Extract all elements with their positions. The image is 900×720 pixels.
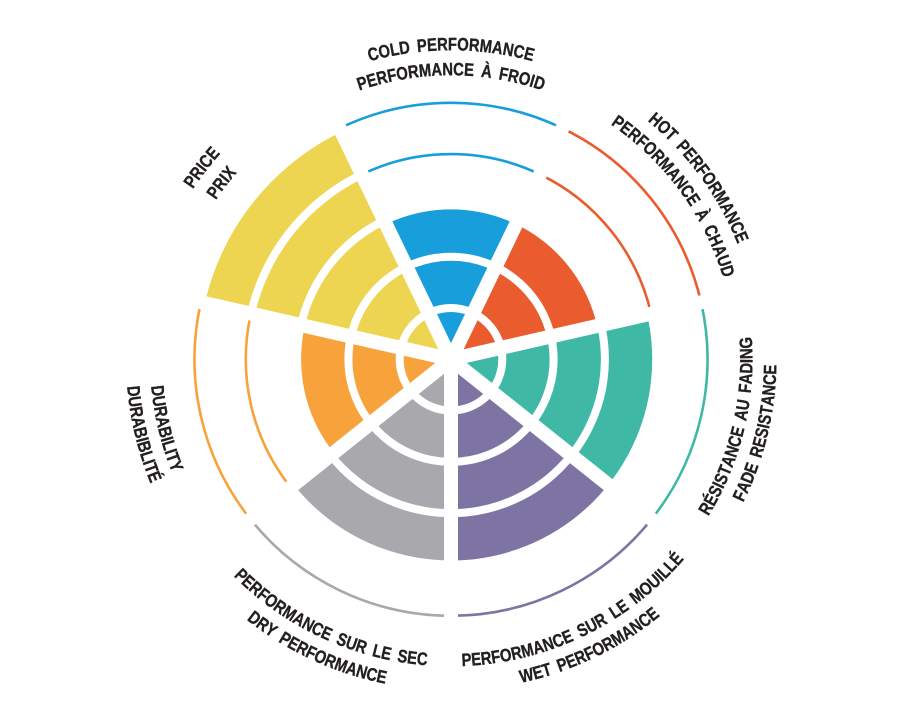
svg-text:R: R [125, 405, 146, 419]
svg-text:O: O [457, 35, 469, 55]
svg-text:C: C [364, 664, 379, 686]
svg-text:B: B [129, 425, 151, 440]
svg-text:W: W [518, 665, 537, 687]
svg-text:E: E [379, 643, 393, 664]
svg-text:R: R [437, 35, 448, 55]
svg-text:A: A [151, 415, 172, 430]
svg-text:I: I [139, 457, 159, 467]
svg-text:M: M [519, 640, 536, 662]
svg-text:I: I [160, 447, 180, 457]
svg-text:M: M [418, 61, 432, 82]
svg-text:E: E [470, 650, 481, 670]
svg-text:F: F [490, 647, 502, 668]
svg-text:À: À [480, 61, 493, 83]
svg-text:R: R [150, 405, 171, 419]
svg-text:E: E [727, 425, 748, 439]
svg-text:O: O [516, 68, 532, 90]
svg-text:E: E [375, 667, 389, 688]
svg-text:E: E [463, 60, 474, 80]
svg-text:F: F [385, 65, 398, 86]
svg-text:C: C [512, 42, 527, 64]
svg-text:S: S [396, 646, 409, 667]
svg-text:F: F [448, 35, 457, 55]
svg-text:C: C [416, 649, 429, 670]
svg-text:P: P [416, 36, 428, 56]
svg-text:C: C [453, 60, 464, 80]
svg-text:C: C [366, 44, 381, 66]
svg-text:U: U [124, 395, 145, 408]
svg-text:R: R [468, 35, 480, 55]
svg-text:A: A [758, 394, 779, 407]
svg-text:S: S [755, 413, 776, 426]
svg-text:T: T [757, 404, 778, 416]
svg-text:N: N [737, 348, 757, 359]
svg-text:A: A [736, 373, 756, 385]
svg-text:P: P [461, 650, 472, 670]
svg-text:O: O [395, 63, 410, 84]
svg-text:G: G [736, 337, 756, 350]
svg-text:C: C [760, 374, 780, 386]
svg-text:R: R [506, 66, 521, 88]
svg-text:I: I [132, 435, 152, 444]
svg-text:M: M [479, 36, 493, 57]
svg-text:E: E [426, 35, 437, 55]
svg-text:N: N [501, 39, 515, 60]
svg-text:O: O [498, 645, 513, 666]
svg-text:L: L [388, 39, 400, 60]
svg-text:I: I [737, 359, 757, 363]
svg-text:A: A [731, 408, 752, 422]
svg-text:N: N [442, 60, 453, 80]
svg-text:E: E [406, 648, 418, 669]
svg-text:A: A [431, 60, 443, 80]
svg-text:R: R [509, 643, 524, 665]
svg-text:I: I [527, 71, 536, 91]
svg-text:B: B [154, 425, 176, 440]
svg-text:D: D [147, 384, 168, 397]
svg-text:E: E [522, 44, 536, 65]
svg-text:D: D [123, 385, 144, 398]
svg-text:S: S [752, 426, 773, 440]
svg-text:N: N [759, 384, 780, 397]
svg-text:D: D [737, 363, 757, 374]
svg-text:I: I [754, 422, 774, 430]
svg-text:F: F [735, 383, 755, 394]
svg-text:O: O [377, 41, 393, 63]
svg-text:R: R [480, 648, 493, 669]
svg-text:U: U [148, 395, 169, 408]
svg-text:U: U [733, 398, 754, 412]
svg-text:A: A [491, 38, 505, 59]
svg-text:D: D [398, 38, 412, 59]
svg-text:F: F [497, 64, 509, 85]
svg-text:A: A [127, 415, 148, 429]
svg-text:E: E [761, 364, 781, 375]
svg-text:R: R [375, 67, 390, 89]
svg-text:I: I [156, 435, 176, 444]
svg-text:R: R [407, 62, 420, 83]
